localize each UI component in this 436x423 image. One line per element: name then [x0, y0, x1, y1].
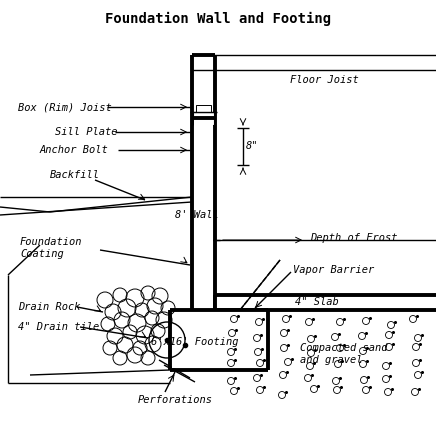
- Bar: [192, 118, 215, 310]
- Text: 8": 8": [246, 141, 259, 151]
- Text: Sill Plate: Sill Plate: [55, 127, 117, 137]
- Text: 4" Drain tile: 4" Drain tile: [18, 322, 99, 332]
- Text: Backfill: Backfill: [50, 170, 100, 180]
- Text: Compacted sand
and gravel: Compacted sand and gravel: [300, 343, 388, 365]
- Bar: [172, 312, 266, 368]
- Text: Box (Rim) Joist: Box (Rim) Joist: [18, 102, 112, 112]
- Bar: [196, 105, 211, 112]
- Text: Perforations: Perforations: [137, 395, 212, 405]
- Text: 6'x16' Footing: 6'x16' Footing: [151, 337, 239, 347]
- Text: Depth of Frost: Depth of Frost: [310, 233, 398, 243]
- Text: Foundation Wall and Footing: Foundation Wall and Footing: [105, 12, 331, 26]
- Text: 8' Wall: 8' Wall: [175, 210, 219, 220]
- Bar: [215, 295, 436, 310]
- Bar: [193, 112, 214, 125]
- Text: Drain Rock: Drain Rock: [18, 302, 81, 312]
- Bar: [170, 310, 268, 370]
- Text: Anchor Bolt: Anchor Bolt: [40, 145, 109, 155]
- Bar: [194, 120, 213, 308]
- Text: Vapor Barrier: Vapor Barrier: [293, 265, 374, 275]
- Text: Floor Joist: Floor Joist: [290, 75, 359, 85]
- Text: 4" Slab: 4" Slab: [295, 297, 339, 307]
- Text: Foundation
Coating: Foundation Coating: [20, 237, 82, 259]
